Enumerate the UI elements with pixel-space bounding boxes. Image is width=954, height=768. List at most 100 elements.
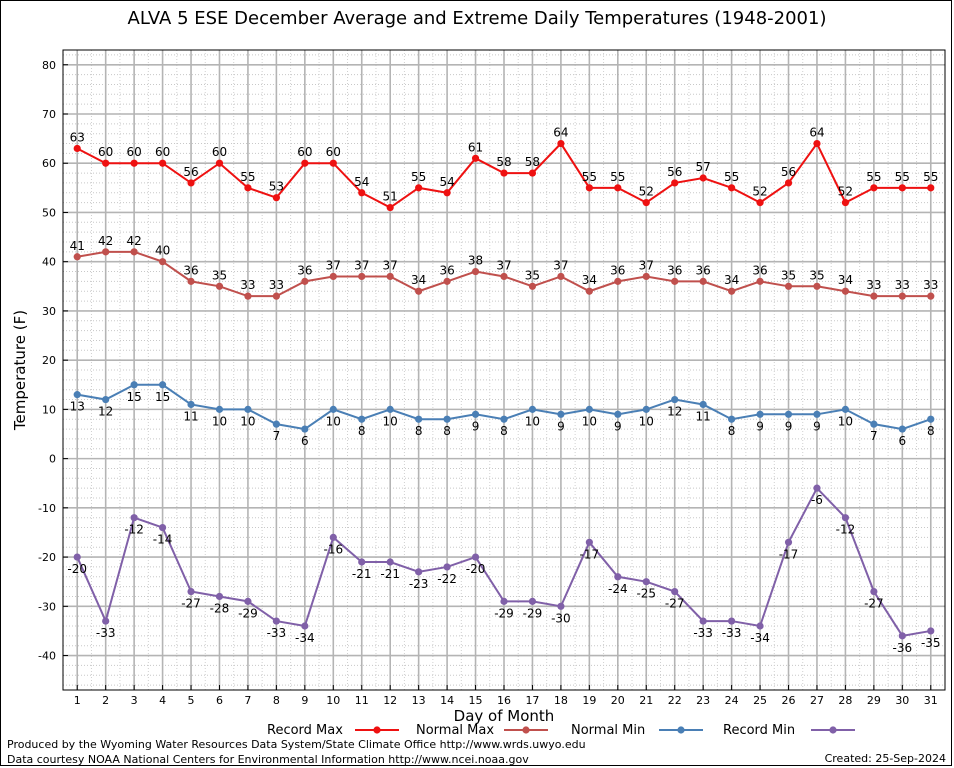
data-label: -35 (921, 636, 941, 650)
x-tick-label: 14 (440, 694, 454, 707)
data-point (158, 523, 167, 532)
data-label: 10 (383, 414, 398, 428)
data-label: -25 (636, 587, 656, 601)
data-point (841, 514, 850, 522)
data-point (870, 587, 878, 596)
data-point (500, 272, 508, 281)
data-label: 58 (496, 155, 511, 169)
data-label: -14 (153, 533, 173, 547)
x-axis-title: Day of Month (454, 707, 555, 725)
y-tick-label: -20 (38, 551, 56, 564)
data-label: 42 (98, 234, 113, 248)
data-point (557, 139, 565, 148)
data-point (158, 159, 167, 167)
data-point (244, 597, 252, 605)
data-label: -29 (238, 606, 258, 620)
data-label: 64 (553, 126, 568, 140)
series-normal-min: 13 12 15 15 11 10 10 7 6 10 8 10 8 8 9 8 10 9 10 9 10 12 11 8 9 9… (70, 381, 935, 448)
data-label: 9 (813, 419, 821, 433)
data-label: -22 (437, 572, 457, 586)
data-point (215, 159, 224, 167)
data-point (500, 597, 508, 605)
data-label: 35 (781, 268, 796, 282)
data-point (471, 410, 480, 418)
data-point (756, 410, 764, 418)
data-point (728, 184, 736, 192)
data-label: 8 (927, 424, 935, 438)
data-label: 33 (866, 278, 881, 292)
data-point (130, 159, 138, 167)
data-label: 53 (269, 180, 284, 194)
data-point (102, 617, 110, 625)
data-point (329, 159, 337, 167)
data-label: 34 (838, 273, 853, 287)
data-label: -17 (779, 547, 799, 561)
data-label: 10 (326, 414, 341, 428)
data-point (386, 558, 394, 566)
y-tick-label: 80 (42, 59, 56, 72)
x-tick-label: 22 (668, 694, 682, 707)
data-label: 35 (809, 268, 824, 282)
data-point (301, 425, 309, 433)
data-label: 9 (614, 419, 622, 433)
data-label: -33 (722, 626, 742, 640)
data-point (272, 292, 280, 300)
data-point (272, 194, 280, 202)
x-tick-label: 4 (159, 694, 166, 707)
x-tick-label: 1 (74, 694, 81, 707)
x-tick-label: 10 (326, 694, 340, 707)
data-label: 60 (126, 145, 141, 159)
data-label: 9 (472, 419, 480, 433)
data-label: -33 (96, 626, 116, 640)
data-label: 36 (439, 263, 454, 277)
data-label: 56 (667, 165, 682, 179)
data-point (443, 189, 451, 197)
data-point (557, 410, 565, 418)
data-point (671, 179, 679, 187)
x-tick-label: 11 (355, 694, 369, 707)
y-tick-label: 40 (42, 256, 56, 269)
data-label: 10 (240, 414, 255, 428)
x-tick-label: 5 (188, 694, 195, 707)
data-point (699, 400, 707, 409)
data-label: 12 (98, 405, 113, 419)
data-point (870, 292, 878, 300)
grid (63, 50, 945, 690)
data-point (528, 282, 537, 290)
data-label: 9 (756, 419, 764, 433)
data-label: -21 (352, 567, 372, 581)
data-label: 11 (183, 409, 198, 423)
data-label: 10 (838, 414, 853, 428)
data-label: 42 (126, 234, 141, 248)
data-point (358, 189, 366, 197)
y-tick-label: 50 (42, 206, 56, 219)
data-point (358, 415, 366, 423)
data-label: 10 (639, 414, 654, 428)
x-tick-label: 17 (525, 694, 539, 707)
y-tick-label: 30 (42, 305, 56, 318)
data-point (898, 184, 906, 192)
data-label: 10 (212, 414, 227, 428)
data-label: 55 (724, 170, 739, 184)
data-label: 60 (98, 145, 113, 159)
data-label: -29 (494, 606, 514, 620)
data-point (386, 203, 394, 212)
data-label: 37 (553, 258, 568, 272)
data-label: 55 (923, 170, 938, 184)
x-tick-label: 30 (895, 694, 909, 707)
x-tick-label: 31 (924, 694, 938, 707)
data-label: 9 (557, 419, 565, 433)
data-label: -30 (551, 611, 571, 625)
data-label: -6 (811, 493, 823, 507)
y-tick-label: 10 (42, 403, 56, 416)
x-tick-label: 25 (753, 694, 767, 707)
data-point (244, 184, 252, 192)
data-point (415, 568, 423, 576)
data-point (642, 405, 650, 413)
legend-label: Record Max (267, 723, 343, 738)
data-point (102, 395, 110, 404)
data-point (642, 272, 650, 281)
data-point (187, 179, 195, 187)
data-point (671, 277, 679, 285)
